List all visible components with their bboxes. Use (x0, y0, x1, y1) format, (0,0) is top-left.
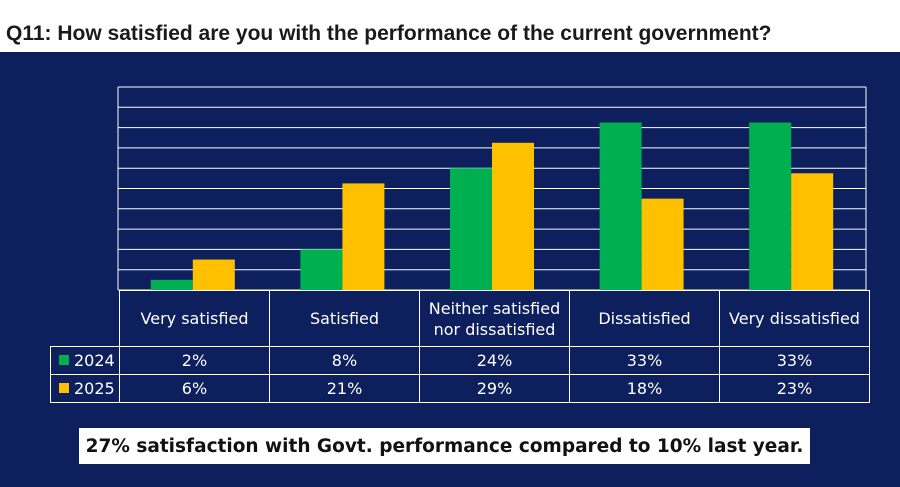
bar-2025-5 (791, 173, 834, 290)
bar-2024-3 (450, 168, 492, 290)
series-name: 2024 (74, 351, 115, 370)
table-row-2024: 2024 2% 8% 24% 33% 33% (50, 346, 870, 375)
data-table: Very satisfied Satisfied Neither satisfi… (50, 290, 870, 403)
table-corner (51, 291, 120, 347)
summary-box: 27% satisfaction with Govt. performance … (79, 428, 810, 464)
legend-swatch-2024 (59, 355, 69, 365)
data-label: 23% (719, 374, 870, 403)
bar-2024-2 (300, 249, 343, 290)
bar-2024-5 (749, 122, 792, 291)
data-label: 24% (419, 346, 570, 375)
bars (150, 122, 834, 291)
category-label: Very dissatisfied (719, 290, 870, 347)
data-label: 2% (119, 346, 270, 375)
category-label: Very satisfied (119, 290, 270, 347)
data-label: 29% (419, 374, 570, 403)
bar-2025-4 (641, 198, 684, 290)
legend-swatch-2025 (59, 383, 69, 393)
bar-2024-1 (150, 279, 193, 290)
legend-entry-2024: 2024 (50, 346, 120, 375)
legend-entry-2025: 2025 (50, 374, 120, 403)
summary-text: 27% satisfaction with Govt. performance … (85, 435, 804, 457)
category-label: Satisfied (269, 290, 420, 347)
data-label: 33% (719, 346, 870, 375)
table-header-row: Very satisfied Satisfied Neither satisfi… (51, 290, 870, 347)
chart-title: Q11: How satisfied are you with the perf… (6, 22, 772, 45)
data-label: 18% (569, 374, 720, 403)
table-row-2025: 2025 6% 21% 29% 18% 23% (50, 374, 870, 403)
bar-2024-4 (599, 122, 642, 291)
data-label: 21% (269, 374, 420, 403)
bar-2025-3 (492, 142, 534, 290)
bar-2025-2 (342, 183, 385, 290)
data-label: 33% (569, 346, 720, 375)
series-name: 2025 (74, 379, 115, 398)
category-label: Neither satisfied nor dissatisfied (419, 290, 570, 347)
data-label: 6% (119, 374, 270, 403)
category-label: Dissatisfied (569, 290, 720, 347)
data-label: 8% (269, 346, 420, 375)
bar-2025-1 (192, 259, 235, 290)
